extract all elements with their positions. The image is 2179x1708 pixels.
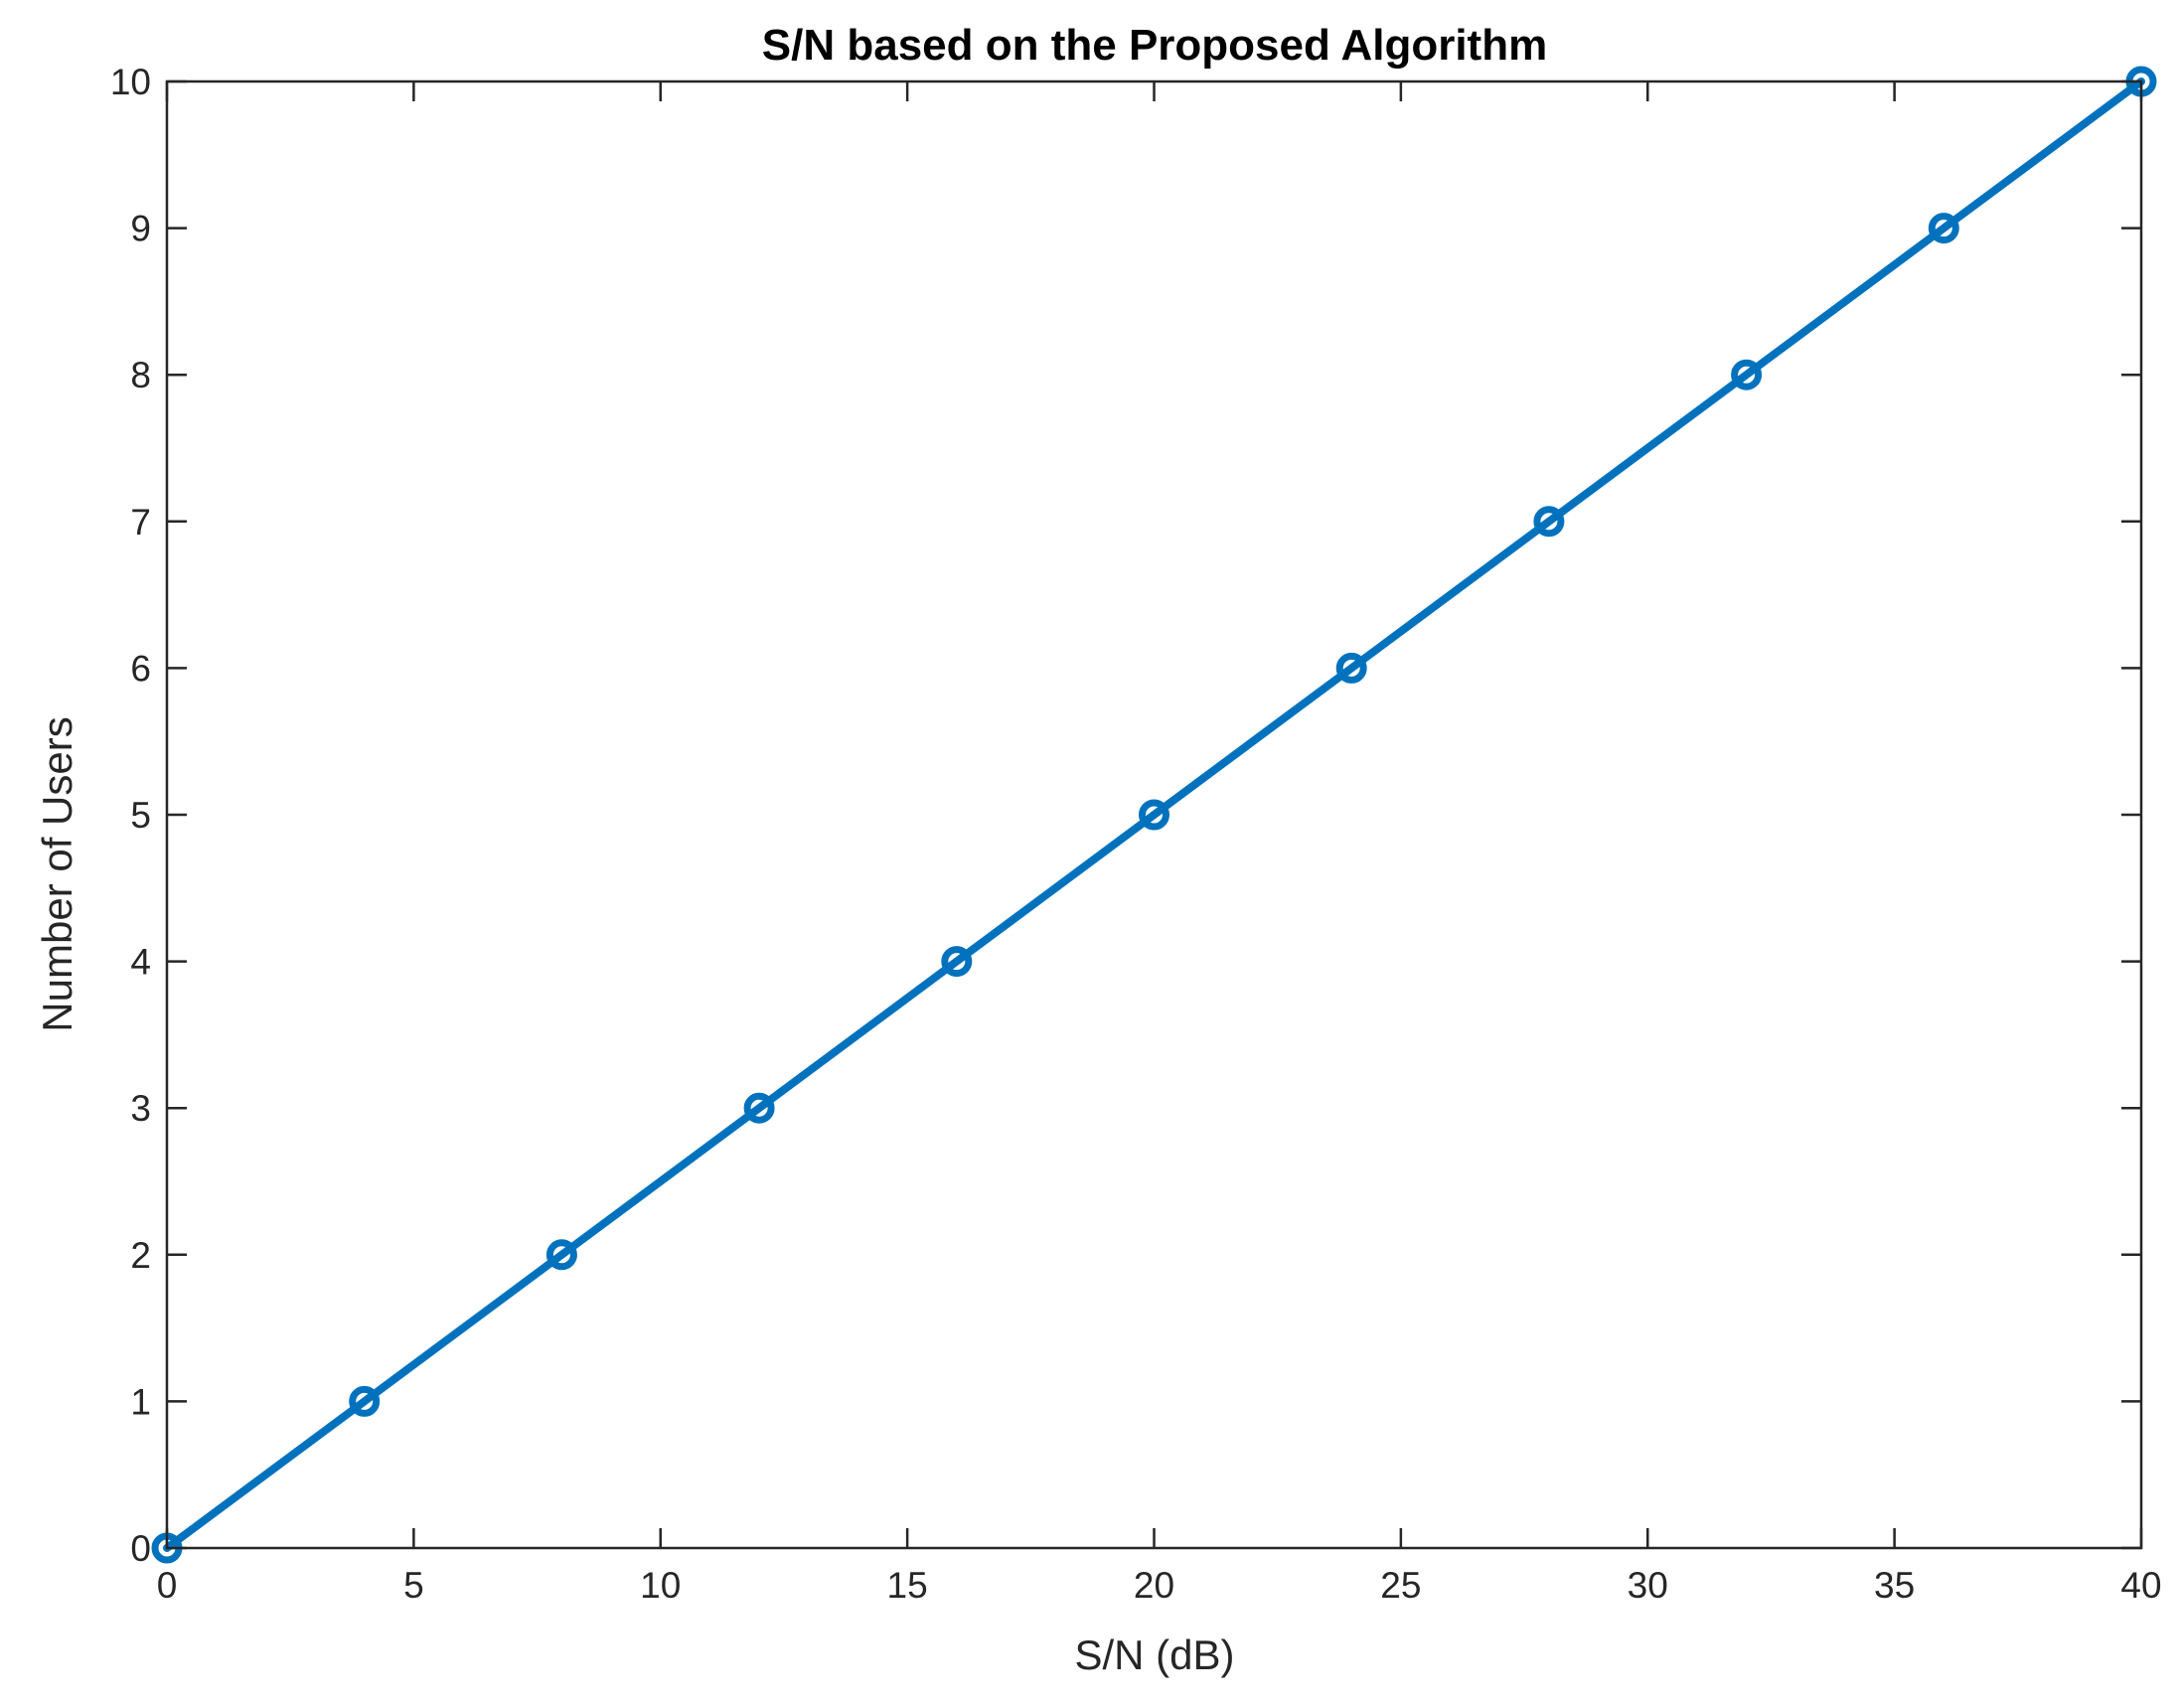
- data-series: [151, 66, 2157, 1564]
- y-tick-label: 6: [130, 648, 151, 689]
- x-axis-label: S/N (dB): [1074, 1631, 1234, 1678]
- data-point-marker: [743, 1092, 775, 1124]
- y-tick-label: 0: [130, 1528, 151, 1569]
- y-tick-label: 8: [130, 355, 151, 395]
- data-point-marker: [1533, 506, 1565, 538]
- data-point-marker: [1731, 359, 1763, 390]
- data-point-marker: [1928, 213, 1959, 244]
- tick-labels: 0 5 10 15 20 25 30 35 40 0 1 2 3 4 5 6 7 8 9 10: [110, 62, 2162, 1606]
- y-axis-label: Number of Users: [34, 716, 80, 1031]
- plot-frame: [165, 79, 2143, 1550]
- x-tick-label: 0: [157, 1565, 178, 1606]
- x-tick-label: 35: [1874, 1565, 1915, 1606]
- data-point-marker: [1139, 799, 1169, 831]
- y-tick-label: 9: [130, 209, 151, 249]
- data-point-marker: [1335, 652, 1367, 684]
- x-tick-label: 20: [1134, 1565, 1174, 1606]
- x-tick-label: 40: [2120, 1565, 2161, 1606]
- y-tick-label: 2: [130, 1235, 151, 1276]
- data-point-marker: [349, 1385, 381, 1417]
- chart-title: S/N based on the Proposed Algorithm: [762, 21, 1547, 70]
- data-point-marker: [941, 946, 973, 978]
- y-tick-label: 4: [130, 942, 151, 983]
- x-tick-label: 30: [1628, 1565, 1668, 1606]
- x-tick-label: 5: [403, 1565, 424, 1606]
- y-tick-label: 10: [110, 62, 151, 102]
- y-tick-label: 7: [130, 502, 151, 543]
- data-point-marker: [545, 1239, 577, 1271]
- x-tick-label: 25: [1380, 1565, 1421, 1606]
- series-line-0: [163, 78, 2145, 1552]
- y-tick-label: 3: [130, 1088, 151, 1129]
- y-tick-label: 5: [130, 795, 151, 836]
- y-tick-label: 1: [130, 1381, 151, 1422]
- x-tick-label: 10: [640, 1565, 681, 1606]
- x-tick-label: 15: [887, 1565, 928, 1606]
